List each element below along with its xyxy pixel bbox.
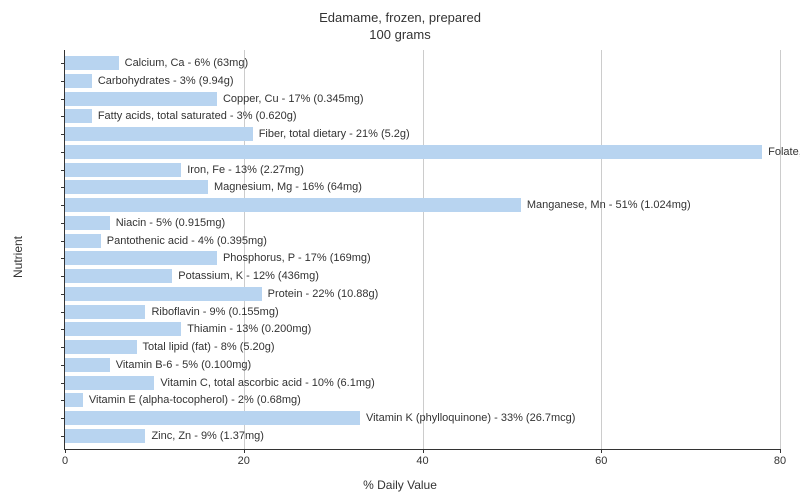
bar: Calcium, Ca - 6% (63mg)	[65, 56, 119, 70]
bar: Niacin - 5% (0.915mg)	[65, 216, 110, 230]
bar: Vitamin C, total ascorbic acid - 10% (6.…	[65, 376, 154, 390]
bar: Vitamin E (alpha-tocopherol) - 2% (0.68m…	[65, 393, 83, 407]
bar-label: Niacin - 5% (0.915mg)	[116, 216, 225, 230]
bar-row: Protein - 22% (10.88g)	[65, 287, 780, 301]
x-tick-label: 60	[595, 455, 607, 467]
x-tickmark	[423, 449, 424, 453]
bar: Fatty acids, total saturated - 3% (0.620…	[65, 109, 92, 123]
x-axis-label: % Daily Value	[363, 478, 437, 492]
bar: Vitamin K (phylloquinone) - 33% (26.7mcg…	[65, 411, 360, 425]
bar: Pantothenic acid - 4% (0.395mg)	[65, 234, 101, 248]
bar-label: Vitamin B-6 - 5% (0.100mg)	[116, 358, 252, 372]
bar-row: Zinc, Zn - 9% (1.37mg)	[65, 429, 780, 443]
x-tickmark	[244, 449, 245, 453]
bar-label: Iron, Fe - 13% (2.27mg)	[187, 163, 304, 177]
bar-row: Niacin - 5% (0.915mg)	[65, 216, 780, 230]
bar-label: Manganese, Mn - 51% (1.024mg)	[527, 198, 691, 212]
x-tick-label: 80	[774, 455, 786, 467]
bar-label: Fiber, total dietary - 21% (5.2g)	[259, 127, 410, 141]
x-tick-label: 40	[416, 455, 428, 467]
bar: Carbohydrates - 3% (9.94g)	[65, 74, 92, 88]
bar-row: Copper, Cu - 17% (0.345mg)	[65, 92, 780, 106]
bar-row: Vitamin C, total ascorbic acid - 10% (6.…	[65, 376, 780, 390]
bar: Manganese, Mn - 51% (1.024mg)	[65, 198, 521, 212]
bar-row: Vitamin K (phylloquinone) - 33% (26.7mcg…	[65, 411, 780, 425]
x-tickmark	[65, 449, 66, 453]
x-tick-label: 0	[62, 455, 68, 467]
bar-row: Potassium, K - 12% (436mg)	[65, 269, 780, 283]
bar-label: Riboflavin - 9% (0.155mg)	[151, 305, 278, 319]
bar: Riboflavin - 9% (0.155mg)	[65, 305, 145, 319]
bar-row: Manganese, Mn - 51% (1.024mg)	[65, 198, 780, 212]
bar-row: Pantothenic acid - 4% (0.395mg)	[65, 234, 780, 248]
bar-label: Protein - 22% (10.88g)	[268, 287, 379, 301]
bar-label: Phosphorus, P - 17% (169mg)	[223, 251, 371, 265]
bar-row: Total lipid (fat) - 8% (5.20g)	[65, 340, 780, 354]
gridline	[780, 50, 781, 449]
bar-row: Vitamin B-6 - 5% (0.100mg)	[65, 358, 780, 372]
bar: Fiber, total dietary - 21% (5.2g)	[65, 127, 253, 141]
bar: Phosphorus, P - 17% (169mg)	[65, 251, 217, 265]
bar-label: Vitamin K (phylloquinone) - 33% (26.7mcg…	[366, 411, 576, 425]
bar-label: Copper, Cu - 17% (0.345mg)	[223, 92, 364, 106]
bar: Thiamin - 13% (0.200mg)	[65, 322, 181, 336]
bar-row: Fiber, total dietary - 21% (5.2g)	[65, 127, 780, 141]
bar-label: Magnesium, Mg - 16% (64mg)	[214, 180, 362, 194]
bar-row: Phosphorus, P - 17% (169mg)	[65, 251, 780, 265]
bar: Protein - 22% (10.88g)	[65, 287, 262, 301]
bar: Folate, total - 78% (311mcg)	[65, 145, 762, 159]
title-line-2: 100 grams	[0, 27, 800, 44]
title-line-1: Edamame, frozen, prepared	[0, 10, 800, 27]
x-tickmark	[780, 449, 781, 453]
bar-row: Magnesium, Mg - 16% (64mg)	[65, 180, 780, 194]
bar-label: Thiamin - 13% (0.200mg)	[187, 322, 311, 336]
bar: Copper, Cu - 17% (0.345mg)	[65, 92, 217, 106]
bar-label: Vitamin E (alpha-tocopherol) - 2% (0.68m…	[89, 393, 301, 407]
bar: Potassium, K - 12% (436mg)	[65, 269, 172, 283]
nutrient-chart: Edamame, frozen, prepared 100 grams Nutr…	[0, 0, 800, 500]
bar-label: Pantothenic acid - 4% (0.395mg)	[107, 234, 267, 248]
bars-region: Calcium, Ca - 6% (63mg) Carbohydrates - 3…	[65, 56, 780, 443]
bar-row: Iron, Fe - 13% (2.27mg)	[65, 163, 780, 177]
x-tickmark	[601, 449, 602, 453]
bar-label: Fatty acids, total saturated - 3% (0.620…	[98, 109, 297, 123]
plot-area: 020406080 Calcium, Ca - 6% (63mg)Carbohy…	[64, 50, 780, 450]
bar: Vitamin B-6 - 5% (0.100mg)	[65, 358, 110, 372]
bar: Total lipid (fat) - 8% (5.20g)	[65, 340, 137, 354]
bar-row: Thiamin - 13% (0.200mg)	[65, 322, 780, 336]
bar-row: Riboflavin - 9% (0.155mg)	[65, 305, 780, 319]
bar-label: Vitamin C, total ascorbic acid - 10% (6.…	[160, 376, 374, 390]
bar: Iron, Fe - 13% (2.27mg)	[65, 163, 181, 177]
bar: Magnesium, Mg - 16% (64mg)	[65, 180, 208, 194]
bar-label: Zinc, Zn - 9% (1.37mg)	[151, 429, 263, 443]
bar: Zinc, Zn - 9% (1.37mg)	[65, 429, 145, 443]
bar-label: Folate, total - 78% (311mcg)	[768, 145, 800, 159]
bar-row: Calcium, Ca - 6% (63mg)	[65, 56, 780, 70]
y-axis-label: Nutrient	[11, 236, 25, 278]
bar-label: Calcium, Ca - 6% (63mg)	[125, 56, 248, 70]
bar-label: Carbohydrates - 3% (9.94g)	[98, 74, 234, 88]
bar-row: Fatty acids, total saturated - 3% (0.620…	[65, 109, 780, 123]
bar-row: Vitamin E (alpha-tocopherol) - 2% (0.68m…	[65, 393, 780, 407]
bar-row: Carbohydrates - 3% (9.94g)	[65, 74, 780, 88]
x-tick-label: 20	[238, 455, 250, 467]
bar-row: Folate, total - 78% (311mcg)	[65, 145, 780, 159]
chart-title: Edamame, frozen, prepared 100 grams	[0, 0, 800, 44]
bar-label: Potassium, K - 12% (436mg)	[178, 269, 319, 283]
bar-label: Total lipid (fat) - 8% (5.20g)	[143, 340, 275, 354]
